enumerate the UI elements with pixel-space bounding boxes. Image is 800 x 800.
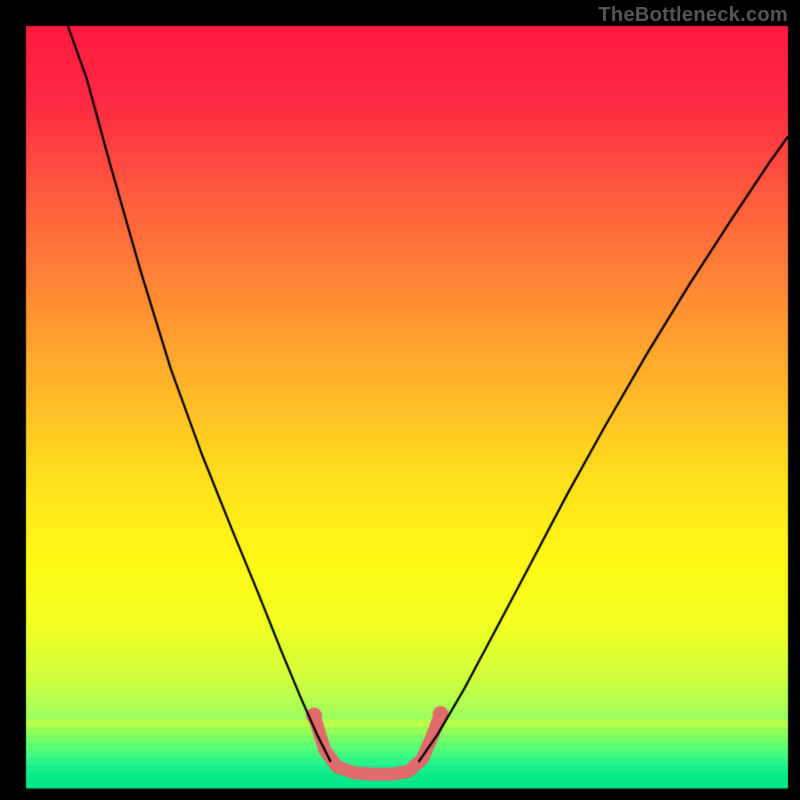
watermark-text: TheBottleneck.com <box>598 4 788 27</box>
bottleneck-chart-canvas <box>0 0 800 800</box>
